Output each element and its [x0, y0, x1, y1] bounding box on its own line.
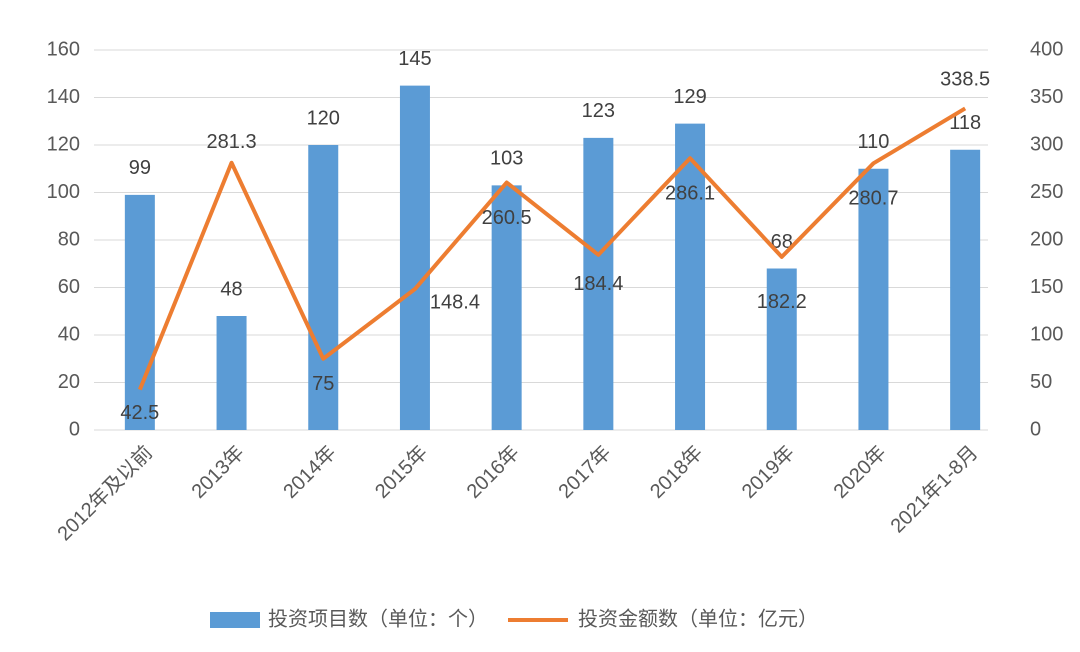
x-tick-label: 2019年: [737, 441, 799, 503]
y2-tick-label: 150: [1030, 276, 1063, 298]
y-tick-label: 140: [47, 86, 80, 108]
y-tick-label: 60: [58, 276, 80, 298]
x-tick-label: 2015年: [370, 441, 432, 503]
bar-value-label: 110: [858, 131, 890, 153]
x-tick-label: 2018年: [645, 441, 707, 503]
y2-tick-label: 350: [1030, 86, 1063, 108]
bar-value-label: 68: [771, 231, 793, 253]
bar: [583, 137, 614, 430]
y-tick-label: 160: [47, 38, 80, 60]
bar: [491, 185, 522, 430]
bar-value-label: 145: [398, 48, 431, 70]
line-value-label: 184.4: [573, 273, 623, 295]
legend-swatch: [210, 612, 260, 628]
bar-value-label: 48: [220, 278, 242, 300]
legend-label: 投资金额数（单位：亿元）: [578, 607, 818, 630]
line: [137, 106, 967, 391]
y-tick-label: 20: [58, 371, 80, 393]
bar: [858, 168, 889, 430]
y2-tick-label: 50: [1030, 371, 1052, 393]
line-value-label: 148.4: [430, 291, 480, 313]
line-value-label: 281.3: [207, 131, 257, 153]
bar: [124, 194, 155, 430]
bar-value-label: 99: [129, 157, 151, 179]
line-value-label: 286.1: [665, 182, 715, 204]
x-tick-label: 2013年: [187, 441, 249, 503]
y-tick-label: 120: [47, 133, 80, 155]
y2-tick-label: 250: [1030, 181, 1063, 203]
y2-tick-label: 300: [1030, 133, 1063, 155]
line-value-label: 260.5: [482, 207, 532, 229]
y2-tick-label: 200: [1030, 228, 1063, 250]
x-tick-label: 2021年1-8月: [886, 441, 982, 537]
bar-value-label: 123: [582, 100, 615, 122]
bar: [766, 268, 797, 430]
y-tick-label: 100: [47, 181, 80, 203]
x-tick-label: 2012年及以前: [53, 441, 157, 545]
bar: [950, 149, 981, 430]
line-value-label: 280.7: [848, 188, 898, 210]
legend-label: 投资项目数（单位：个）: [268, 607, 488, 630]
bar-value-label: 118: [949, 112, 981, 134]
bar: [216, 316, 247, 430]
bar: [308, 145, 339, 430]
line-value-label: 75: [312, 373, 334, 395]
x-tick-label: 2017年: [554, 441, 616, 503]
bar-value-label: 120: [307, 107, 340, 129]
x-tick-label: 2020年: [829, 441, 891, 503]
line-value-label: 42.5: [120, 402, 159, 424]
y2-tick-label: 100: [1030, 323, 1063, 345]
y-tick-label: 0: [69, 418, 80, 440]
bar-value-label: 129: [673, 86, 706, 108]
y-tick-label: 80: [58, 228, 80, 250]
line-value-label: 338.5: [940, 69, 990, 91]
bar: [399, 85, 430, 430]
bar: [675, 123, 706, 430]
line-value-label: 182.2: [757, 291, 807, 313]
x-tick-label: 2014年: [279, 441, 341, 503]
y2-tick-label: 400: [1030, 38, 1063, 60]
x-tick-label: 2016年: [462, 441, 524, 503]
bar-value-label: 103: [490, 148, 523, 170]
y-tick-label: 40: [58, 323, 80, 345]
y2-tick-label: 0: [1030, 418, 1041, 440]
